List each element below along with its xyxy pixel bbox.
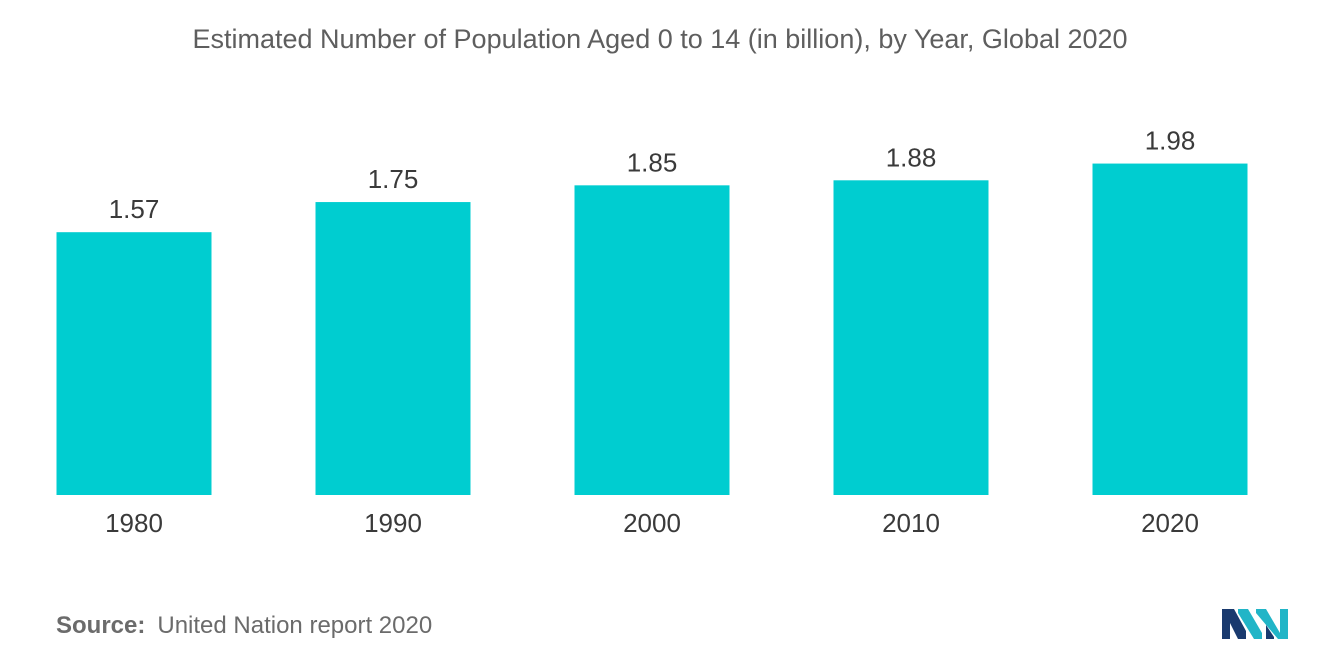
x-tick-label-1990: 1990 <box>364 508 422 538</box>
bar-2010 <box>833 180 989 495</box>
x-tick-label-1980: 1980 <box>105 508 163 538</box>
bar-1990 <box>315 202 471 495</box>
source-label: Source: <box>56 612 146 639</box>
value-label-2010: 1.88 <box>886 142 937 172</box>
value-label-1980: 1.57 <box>109 194 160 224</box>
bar-2000 <box>574 185 730 495</box>
brand-logo-icon <box>1222 609 1288 639</box>
source-text: United Nation report 2020 <box>157 612 433 639</box>
source-note: Source: United Nation report 2020 <box>56 612 432 640</box>
bar-1980 <box>56 232 212 495</box>
value-label-2020: 1.98 <box>1145 126 1196 156</box>
x-tick-label-2000: 2000 <box>623 508 681 538</box>
chart-title: Estimated Number of Population Aged 0 to… <box>192 24 1128 54</box>
value-label-1990: 1.75 <box>368 164 419 194</box>
x-tick-label-2020: 2020 <box>1141 508 1199 538</box>
bar-chart: 1.57 1980 1.75 1990 1.85 2000 1.88 2010 1.98 2020 <box>56 126 1248 538</box>
bar-2020 <box>1092 163 1248 495</box>
value-label-2000: 1.85 <box>627 147 678 177</box>
x-tick-label-2010: 2010 <box>882 508 940 538</box>
